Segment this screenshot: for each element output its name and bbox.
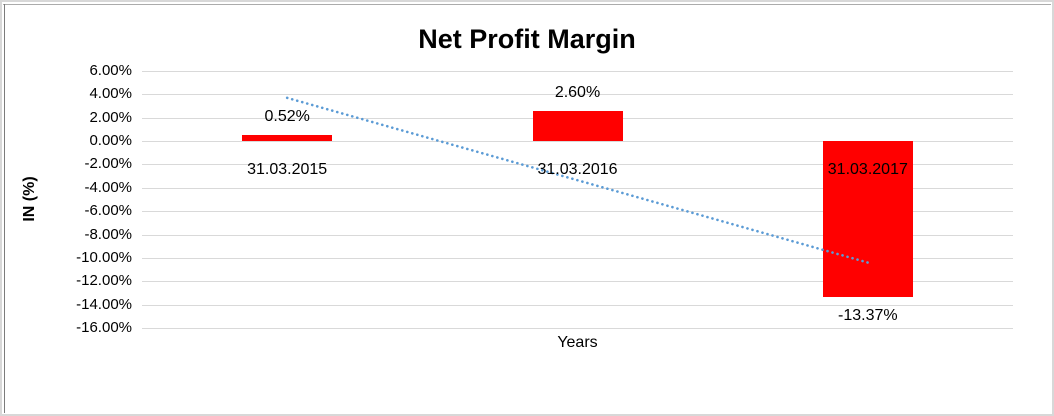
bar xyxy=(242,135,333,142)
gridline xyxy=(142,164,1013,166)
category-label: 31.03.2017 xyxy=(827,161,908,178)
data-label: 2.60% xyxy=(554,83,601,101)
chart-title: Net Profit Margin xyxy=(418,24,636,54)
gridline xyxy=(142,141,1013,143)
gridline xyxy=(142,211,1013,213)
bar xyxy=(822,141,913,298)
category-label: 31.03.2016 xyxy=(537,161,618,178)
gridline xyxy=(142,94,1013,96)
gridline xyxy=(142,281,1013,283)
category-label: 31.03.2015 xyxy=(247,161,328,178)
y-tick-label: -6.00% xyxy=(84,202,132,220)
data-label: 0.52% xyxy=(264,108,310,126)
data-label: -13.37% xyxy=(838,307,898,325)
x-axis-title: Years xyxy=(557,334,598,351)
y-tick-label: -16.00% xyxy=(76,319,132,336)
gridline xyxy=(142,328,1013,329)
y-tick-label: -14.00% xyxy=(76,295,132,313)
trendline-path xyxy=(285,96,870,264)
y-tick-label: 6.00% xyxy=(89,62,132,79)
y-tick-label: 2.00% xyxy=(89,108,132,126)
y-tick-label: -4.00% xyxy=(84,178,132,196)
y-tick-label: 0.00% xyxy=(89,132,132,150)
gridline xyxy=(142,257,1013,259)
y-tick-label: -8.00% xyxy=(84,225,132,243)
chart-inner-border-top xyxy=(3,4,1051,5)
gridline xyxy=(142,187,1013,189)
y-tick-label: 4.00% xyxy=(89,85,132,103)
y-tick-label: -2.00% xyxy=(84,155,132,173)
y-tick-label: -10.00% xyxy=(76,248,132,266)
gridline xyxy=(142,71,1013,72)
chart-inner-border-left xyxy=(4,4,5,413)
gridline xyxy=(142,234,1013,236)
gridline xyxy=(142,304,1013,306)
y-tick-label: -12.00% xyxy=(76,272,132,290)
bar xyxy=(532,110,623,142)
